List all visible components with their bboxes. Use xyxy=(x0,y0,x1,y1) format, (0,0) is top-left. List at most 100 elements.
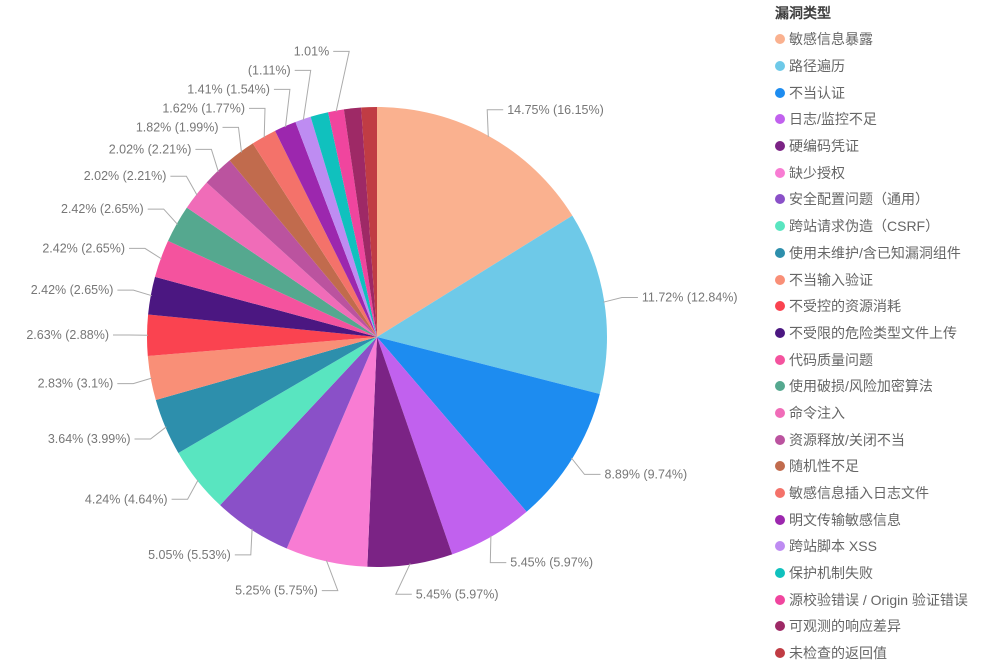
slice-label: 2.42% (2.65%) xyxy=(42,241,125,255)
slice-label: 1.41% (1.54%) xyxy=(187,82,270,96)
pie-slice[interactable] xyxy=(275,121,377,337)
legend-item-label: 缺少授权 xyxy=(789,164,845,181)
pie-slice[interactable] xyxy=(252,130,377,337)
legend-item[interactable]: 资源释放/关闭不当 xyxy=(775,426,997,453)
slice-label: 5.05% (5.53%) xyxy=(148,548,231,562)
slice-label: 8.89% (9.74%) xyxy=(605,467,688,481)
legend-bullet-icon xyxy=(775,594,785,605)
legend-item[interactable]: 使用未维护/含已知漏洞组件 xyxy=(775,240,997,267)
legend-item[interactable]: 明文传输敏感信息 xyxy=(775,506,997,533)
legend-item[interactable]: 源校验错误 / Origin 验证错误 xyxy=(775,586,997,613)
legend-item[interactable]: 日志/监控不足 xyxy=(775,106,997,133)
pie-slice[interactable] xyxy=(229,143,377,337)
pie-slice[interactable] xyxy=(377,107,573,337)
legend-item[interactable]: 跨站脚本 XSS xyxy=(775,533,997,560)
pie-slice[interactable] xyxy=(148,276,377,337)
legend-bullet-icon xyxy=(775,434,785,445)
pie-slice[interactable] xyxy=(361,107,377,337)
slice-label: 2.02% (2.21%) xyxy=(109,142,192,156)
legend-title: 漏洞类型 xyxy=(775,5,831,21)
pie-slice[interactable] xyxy=(178,337,377,506)
legend-item-label: 代码质量问题 xyxy=(789,351,873,368)
pie-slice[interactable] xyxy=(377,337,527,555)
legend-item[interactable]: 不当输入验证 xyxy=(775,266,997,293)
legend-item[interactable]: 敏感信息暴露 xyxy=(775,26,997,53)
label-leader-line xyxy=(129,247,162,260)
label-leader-line xyxy=(603,297,638,303)
slice-label: 2.42% (2.65%) xyxy=(61,202,144,216)
legend-item-label: 明文传输敏感信息 xyxy=(789,511,901,528)
pie-slice[interactable] xyxy=(367,337,453,568)
label-leader-line xyxy=(222,126,242,153)
legend-item-label: 不受限的危险类型文件上传 xyxy=(789,324,957,341)
pie-slice[interactable] xyxy=(146,314,377,357)
pie-slice[interactable] xyxy=(328,109,377,338)
legend-item[interactable]: 跨站请求伪造（CSRF） xyxy=(775,213,997,240)
legend-item[interactable]: 代码质量问题 xyxy=(775,346,997,373)
legend-item-label: 安全配置问题（通用） xyxy=(789,191,929,208)
pie-slice[interactable] xyxy=(220,337,377,549)
label-leader-line xyxy=(321,560,339,592)
legend-item-label: 日志/监控不足 xyxy=(789,111,877,128)
legend-item[interactable]: 保护机制失败 xyxy=(775,560,997,587)
pie-slice[interactable] xyxy=(377,337,600,512)
pie-slice[interactable] xyxy=(168,207,377,337)
legend-bullet-icon xyxy=(775,247,785,258)
legend-item-label: 敏感信息暴露 xyxy=(789,31,873,48)
pie-slice[interactable] xyxy=(286,337,377,567)
legend-item[interactable]: 不当认证 xyxy=(775,79,997,106)
label-leader-line xyxy=(395,563,412,595)
legend: 漏洞类型 敏感信息暴露 路径遍历 不当认证 日志/监控不足 硬编码凭证 缺少授权… xyxy=(775,4,997,667)
legend-item[interactable]: 未检查的返回值 xyxy=(775,640,997,667)
pie-slice[interactable] xyxy=(147,337,377,401)
legend-item[interactable]: 可观测的响应差异 xyxy=(775,613,997,640)
slice-label: 5.45% (5.97%) xyxy=(510,556,593,570)
legend-item[interactable]: 随机性不足 xyxy=(775,453,997,480)
label-leader-line xyxy=(171,479,199,500)
legend-bullet-icon xyxy=(775,461,785,472)
legend-bullet-icon xyxy=(775,541,785,552)
legend-item-label: 资源释放/关闭不当 xyxy=(789,431,905,448)
legend-item-label: 使用破损/风险加密算法 xyxy=(789,378,933,395)
pie-slice[interactable] xyxy=(186,182,377,337)
slice-label: 2.02% (2.21%) xyxy=(84,169,167,183)
legend-item[interactable]: 不受控的资源消耗 xyxy=(775,293,997,320)
legend-item[interactable]: 缺少授权 xyxy=(775,159,997,186)
legend-bullet-icon xyxy=(775,488,785,499)
pie-slice[interactable] xyxy=(155,240,377,337)
pie-slice[interactable] xyxy=(310,112,377,337)
legend-item-label: 源校验错误 / Origin 验证错误 xyxy=(789,591,968,608)
legend-bullet-icon xyxy=(775,407,785,418)
legend-item[interactable]: 不受限的危险类型文件上传 xyxy=(775,320,997,347)
legend-item[interactable]: 硬编码凭证 xyxy=(775,133,997,160)
pie-slice[interactable] xyxy=(343,107,377,337)
pie-slice[interactable] xyxy=(206,160,377,337)
legend-item[interactable]: 使用破损/风险加密算法 xyxy=(775,373,997,400)
legend-item[interactable]: 安全配置问题（通用） xyxy=(775,186,997,213)
pie-slice[interactable] xyxy=(377,215,607,395)
legend-bullet-icon xyxy=(775,381,785,392)
slice-label: 14.75% (16.15%) xyxy=(507,103,604,117)
label-leader-line xyxy=(234,528,253,556)
legend-bullet-icon xyxy=(775,167,785,178)
legend-item-label: 不受控的资源消耗 xyxy=(789,298,901,315)
slice-label: 4.24% (4.64%) xyxy=(85,492,168,506)
slice-label: (1.11%) xyxy=(248,63,291,77)
slice-label: 5.25% (5.75%) xyxy=(235,584,318,598)
label-leader-line xyxy=(489,535,507,564)
legend-bullet-icon xyxy=(775,568,785,579)
label-leader-line xyxy=(195,148,219,172)
legend-item[interactable]: 路径遍历 xyxy=(775,53,997,80)
pie-slice[interactable] xyxy=(155,337,377,453)
legend-item[interactable]: 命令注入 xyxy=(775,400,997,427)
legend-item[interactable]: 敏感信息插入日志文件 xyxy=(775,480,997,507)
label-leader-line xyxy=(486,109,504,137)
legend-item-label: 不当认证 xyxy=(789,84,845,101)
slice-label: 2.42% (2.65%) xyxy=(31,283,114,297)
legend-item-label: 随机性不足 xyxy=(789,458,859,475)
label-leader-line xyxy=(170,175,198,196)
label-leader-line xyxy=(333,50,350,112)
slice-label: 1.01% xyxy=(294,44,329,58)
pie-slice[interactable] xyxy=(295,116,377,337)
legend-item-label: 可观测的响应差异 xyxy=(789,618,901,635)
